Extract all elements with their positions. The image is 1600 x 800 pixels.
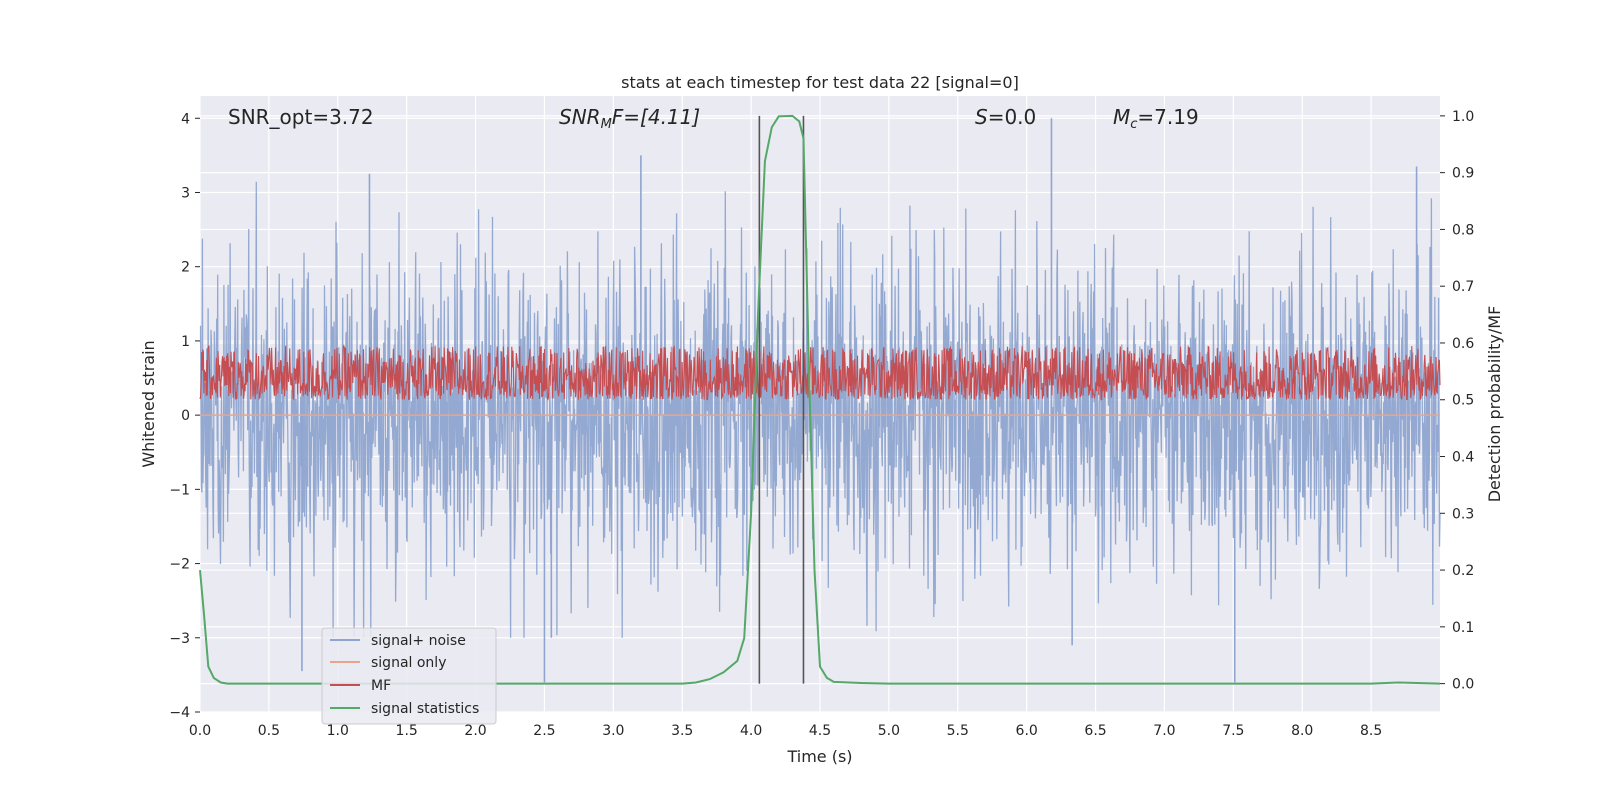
- y-axis-label: Whitened strain: [139, 340, 158, 467]
- y2-tick-label: 0.8: [1452, 222, 1474, 238]
- y-tick-label: 0: [181, 408, 190, 424]
- y2-tick-label: 0.2: [1452, 563, 1474, 579]
- x-tick-label: 7.5: [1222, 723, 1244, 739]
- y-tick-label: −3: [169, 631, 190, 647]
- y2-tick-label: 0.1: [1452, 620, 1474, 636]
- y2-tick-label: 0.7: [1452, 279, 1474, 295]
- x-tick-label: 1.5: [396, 723, 418, 739]
- annotation-snr-mf: SNRMF=[4.11]: [559, 105, 700, 132]
- x-axis-label: Time (s): [786, 747, 852, 766]
- y-tick-label: 3: [181, 185, 190, 201]
- legend-label-signal-statistics: signal statistics: [371, 701, 479, 717]
- x-tick-label: 8.0: [1291, 723, 1313, 739]
- series-line-signal-noise: [199, 181, 1441, 638]
- y2-tick-label: 0.3: [1452, 506, 1474, 522]
- x-tick-label: 1.0: [327, 723, 349, 739]
- annotation-s: S=0.0: [975, 105, 1036, 129]
- x-tick-label: 5.5: [947, 723, 969, 739]
- y-tick-label: 1: [181, 334, 190, 350]
- y2-tick-label: 1.0: [1452, 109, 1474, 125]
- x-tick-label: 7.0: [1153, 723, 1175, 739]
- series-mf: [199, 344, 1441, 401]
- y-tick-labels: −4 −3 −2 −1 0 1 2 3 4: [169, 111, 200, 721]
- y-tick-label: −1: [169, 482, 190, 498]
- y-tick-label: −2: [169, 557, 190, 573]
- annotation-mc: Mc=7.19: [1113, 105, 1199, 132]
- y2-tick-label: 0.4: [1452, 450, 1474, 466]
- x-tick-label: 8.5: [1360, 723, 1382, 739]
- x-tick-label: 4.0: [740, 723, 762, 739]
- y2-tick-labels: 0.0 0.1 0.2 0.3 0.4 0.5 0.6 0.7 0.8 0.9 1.0: [1440, 109, 1474, 693]
- legend: signal+ noise signal only MF signal stat…: [321, 627, 497, 725]
- legend-box: [321, 627, 497, 725]
- legend-label-mf: MF: [371, 678, 391, 694]
- y-tick-label: −4: [169, 705, 190, 721]
- series-signal-statistics: [199, 114, 1441, 685]
- y2-tick-label: 0.9: [1452, 166, 1474, 182]
- y2-tick-label: 0.0: [1452, 677, 1474, 693]
- x-tick-label: 3.5: [671, 723, 693, 739]
- chart-title: stats at each timestep for test data 22 …: [621, 73, 1019, 92]
- y-tick-label: 4: [181, 111, 190, 127]
- annotation-snr-opt: SNR_opt=3.72: [228, 105, 374, 129]
- x-tick-label: 2.0: [464, 723, 486, 739]
- y2-tick-label: 0.5: [1452, 393, 1474, 409]
- x-tick-label: 4.5: [809, 723, 831, 739]
- y-tick-label: 2: [181, 260, 190, 276]
- x-tick-label: 6.5: [1084, 723, 1106, 739]
- y2-axis-label: Detection probability/MF: [1485, 306, 1504, 503]
- x-tick-label: 3.0: [602, 723, 624, 739]
- legend-label-signal-only: signal only: [371, 655, 446, 671]
- x-tick-labels: 0.0 0.5 1.0 1.5 2.0 2.5 3.0 3.5 4.0 4.5 5.0 5.5 6.0 6…: [189, 723, 1382, 739]
- x-tick-label: 0.5: [258, 723, 280, 739]
- x-tick-label: 2.5: [533, 723, 555, 739]
- series-line-signal-statistics: [199, 114, 1441, 685]
- vertical-lines: [758, 115, 805, 684]
- series-line-mf: [199, 344, 1441, 401]
- x-tick-label: 0.0: [189, 723, 211, 739]
- legend-label-signal-noise: signal+ noise: [371, 633, 466, 649]
- x-tick-label: 5.0: [878, 723, 900, 739]
- x-tick-label: 6.0: [1016, 723, 1038, 739]
- y2-tick-label: 0.6: [1452, 336, 1474, 352]
